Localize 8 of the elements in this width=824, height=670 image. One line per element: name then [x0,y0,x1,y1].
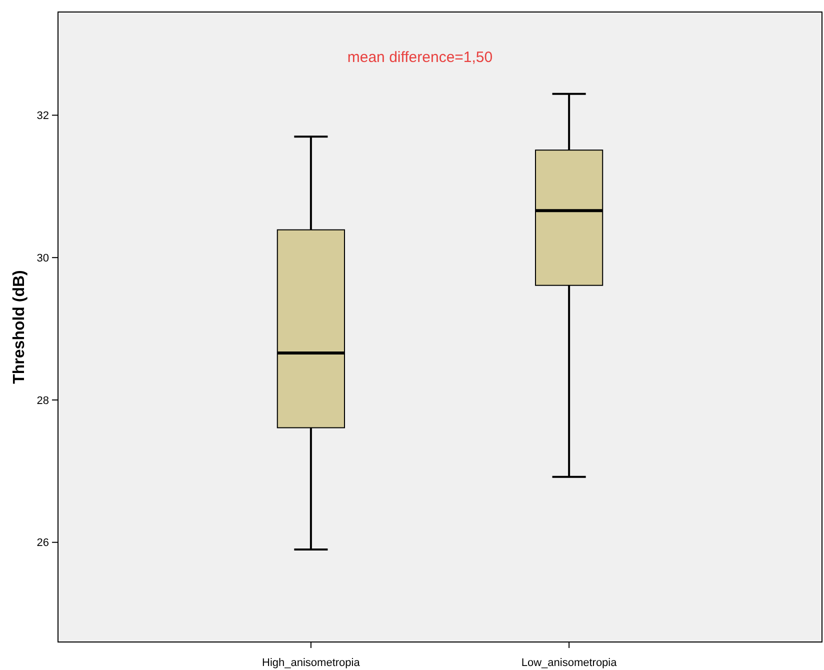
x-tick-label: Low_anisometropia [521,657,618,669]
annotation: mean difference=1,50 [347,49,493,66]
y-tick-label: 30 [36,252,49,264]
y-tick-label: 26 [36,537,49,550]
y-axis-title: Threshold (dB) [11,270,28,384]
y-tick-label: 32 [36,110,49,122]
y-tick-label: 28 [36,394,49,407]
x-tick-label: High_anisometropia [262,657,361,669]
